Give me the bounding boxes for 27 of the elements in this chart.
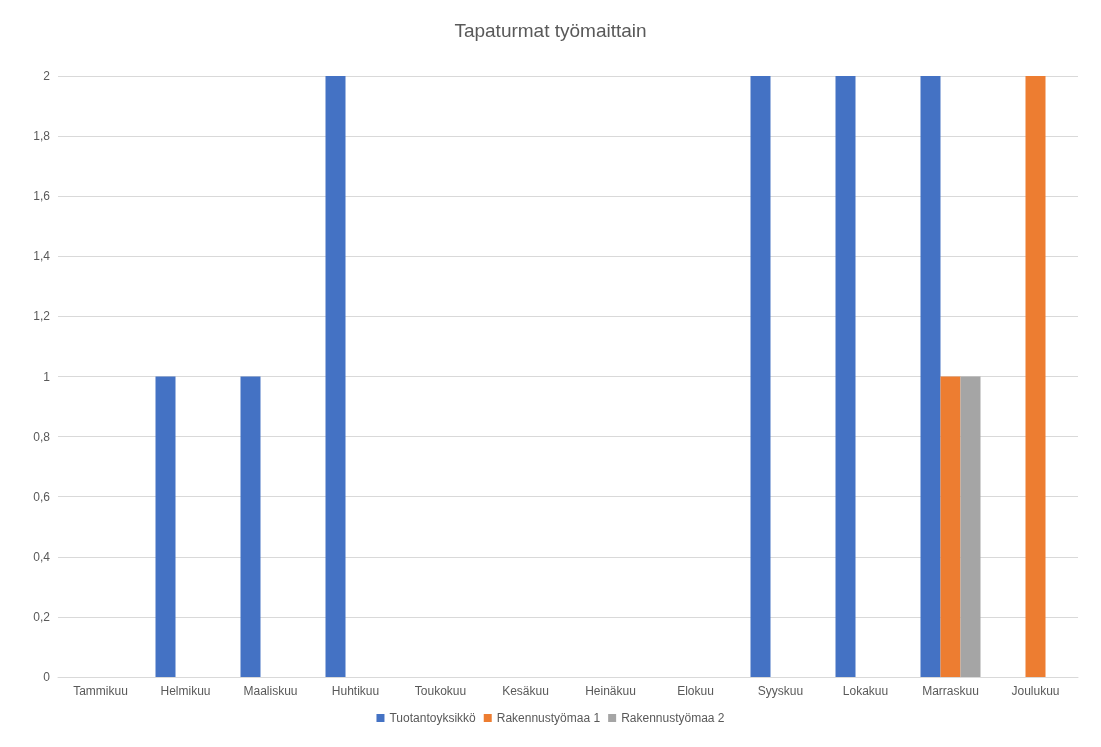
- x-tick-label: Toukokuu: [414, 684, 467, 698]
- x-tick-label: Elokuu: [677, 684, 714, 698]
- y-tick-label: 0,8: [33, 429, 51, 444]
- y-tick-label: 1,6: [33, 189, 51, 204]
- x-tick-label: Lokakuu: [842, 684, 889, 698]
- y-tick-label: 1,8: [33, 129, 51, 144]
- x-tick-label: Marraskuu: [922, 684, 979, 698]
- legend-label: Rakennustyömaa 2: [621, 711, 725, 725]
- chart-title: Tapaturmat työmaittain: [454, 20, 647, 41]
- y-tick-label: 0,4: [33, 549, 51, 564]
- x-tick-label: Kesäkuu: [502, 684, 549, 698]
- y-tick-label: 2: [43, 69, 51, 83]
- x-tick-label: Helmikuu: [160, 684, 211, 698]
- x-tick-label: Tammikuu: [73, 684, 128, 698]
- legend-label: Tuotantoyksikkö: [389, 711, 477, 725]
- y-tick-label: 0: [43, 670, 51, 684]
- x-tick-label: Syyskuu: [757, 684, 804, 698]
- x-tick-label: Joulukuu: [1011, 684, 1060, 698]
- y-tick-label: 0,2: [33, 609, 51, 624]
- y-tick-label: 0,6: [33, 489, 51, 504]
- y-tick-label: 1,4: [33, 249, 51, 264]
- y-tick-label: 1,2: [33, 309, 51, 324]
- x-tick-label: Heinäkuu: [585, 684, 636, 698]
- x-tick-label: Huhtikuu: [331, 684, 380, 698]
- legend-label: Rakennustyömaa 1: [496, 711, 601, 725]
- x-tick-label: Maaliskuu: [243, 684, 298, 698]
- y-tick-label: 1: [43, 369, 51, 384]
